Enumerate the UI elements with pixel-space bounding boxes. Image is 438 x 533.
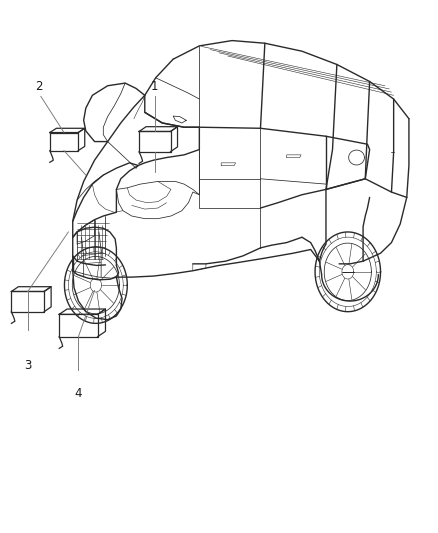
Text: 2: 2 [35, 80, 43, 93]
Text: 4: 4 [74, 387, 82, 400]
Text: 3: 3 [24, 359, 32, 372]
Text: 1: 1 [151, 80, 159, 93]
